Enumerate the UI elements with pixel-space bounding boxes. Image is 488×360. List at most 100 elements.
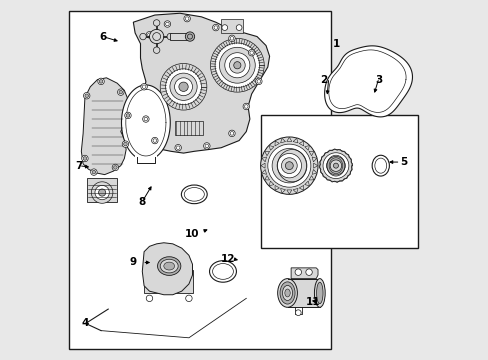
Polygon shape <box>280 188 285 193</box>
Circle shape <box>112 164 119 171</box>
Polygon shape <box>308 176 313 180</box>
Text: 9: 9 <box>129 257 137 267</box>
Circle shape <box>319 149 351 182</box>
Circle shape <box>329 160 341 171</box>
Polygon shape <box>313 163 317 168</box>
Polygon shape <box>142 243 192 295</box>
Circle shape <box>210 39 264 92</box>
Ellipse shape <box>316 282 323 304</box>
Circle shape <box>260 137 317 194</box>
Polygon shape <box>299 141 303 146</box>
Circle shape <box>169 73 197 100</box>
Ellipse shape <box>181 185 207 204</box>
Ellipse shape <box>282 285 292 301</box>
Polygon shape <box>299 185 303 190</box>
Polygon shape <box>264 151 269 156</box>
Circle shape <box>267 144 310 187</box>
Ellipse shape <box>285 289 290 297</box>
Circle shape <box>151 137 158 144</box>
Circle shape <box>90 169 97 175</box>
Text: 10: 10 <box>185 229 199 239</box>
Polygon shape <box>292 188 298 193</box>
Polygon shape <box>121 85 170 160</box>
Circle shape <box>92 170 96 174</box>
Text: 8: 8 <box>139 197 145 207</box>
Circle shape <box>99 80 102 83</box>
Circle shape <box>323 153 348 179</box>
Circle shape <box>149 30 163 44</box>
Polygon shape <box>269 181 273 186</box>
Circle shape <box>99 189 105 196</box>
Circle shape <box>164 21 170 27</box>
Bar <box>170 33 190 40</box>
Circle shape <box>271 148 306 183</box>
Bar <box>221 19 242 33</box>
Circle shape <box>124 112 131 119</box>
Polygon shape <box>292 138 298 143</box>
Polygon shape <box>311 157 316 162</box>
Polygon shape <box>308 151 313 156</box>
Circle shape <box>248 49 254 56</box>
Polygon shape <box>280 138 285 143</box>
Polygon shape <box>133 13 269 153</box>
Circle shape <box>281 158 297 174</box>
Text: 2: 2 <box>319 75 326 85</box>
Circle shape <box>222 25 227 31</box>
Text: 5: 5 <box>400 157 407 167</box>
Circle shape <box>255 78 262 85</box>
Circle shape <box>146 32 152 38</box>
Circle shape <box>81 155 88 162</box>
Circle shape <box>243 103 249 110</box>
Circle shape <box>294 269 301 275</box>
Ellipse shape <box>280 282 294 304</box>
Circle shape <box>85 94 88 98</box>
Text: 7: 7 <box>75 161 82 171</box>
Bar <box>174 121 203 135</box>
Polygon shape <box>304 181 309 186</box>
Circle shape <box>219 47 255 83</box>
Circle shape <box>183 15 190 22</box>
Text: 4: 4 <box>81 319 88 328</box>
Circle shape <box>83 93 90 99</box>
Ellipse shape <box>314 279 325 307</box>
Circle shape <box>233 62 241 69</box>
Circle shape <box>333 163 338 168</box>
Circle shape <box>229 57 244 73</box>
Text: 12: 12 <box>221 254 235 264</box>
Circle shape <box>228 130 235 136</box>
Circle shape <box>153 20 160 26</box>
Circle shape <box>126 114 129 117</box>
Circle shape <box>203 143 210 149</box>
Polygon shape <box>324 46 412 117</box>
Polygon shape <box>269 146 273 150</box>
Ellipse shape <box>277 279 297 307</box>
Circle shape <box>215 43 259 87</box>
Circle shape <box>224 53 249 78</box>
Circle shape <box>295 310 301 316</box>
Circle shape <box>122 141 128 147</box>
Circle shape <box>228 35 235 41</box>
Circle shape <box>179 82 188 91</box>
Polygon shape <box>81 78 128 175</box>
Ellipse shape <box>209 261 236 282</box>
Polygon shape <box>286 137 291 141</box>
Circle shape <box>98 78 104 85</box>
Polygon shape <box>286 190 291 194</box>
Polygon shape <box>274 185 279 190</box>
Ellipse shape <box>371 155 388 176</box>
Circle shape <box>117 89 124 95</box>
Circle shape <box>165 69 201 105</box>
Polygon shape <box>274 141 279 146</box>
Circle shape <box>236 25 242 31</box>
Circle shape <box>285 162 293 170</box>
Circle shape <box>185 32 194 41</box>
Bar <box>287 279 319 307</box>
Circle shape <box>119 90 122 94</box>
Polygon shape <box>311 170 316 174</box>
Circle shape <box>185 295 192 302</box>
Text: 3: 3 <box>375 75 382 85</box>
Circle shape <box>305 269 312 275</box>
Polygon shape <box>262 157 266 162</box>
Polygon shape <box>304 146 309 150</box>
Text: 1: 1 <box>332 39 339 49</box>
